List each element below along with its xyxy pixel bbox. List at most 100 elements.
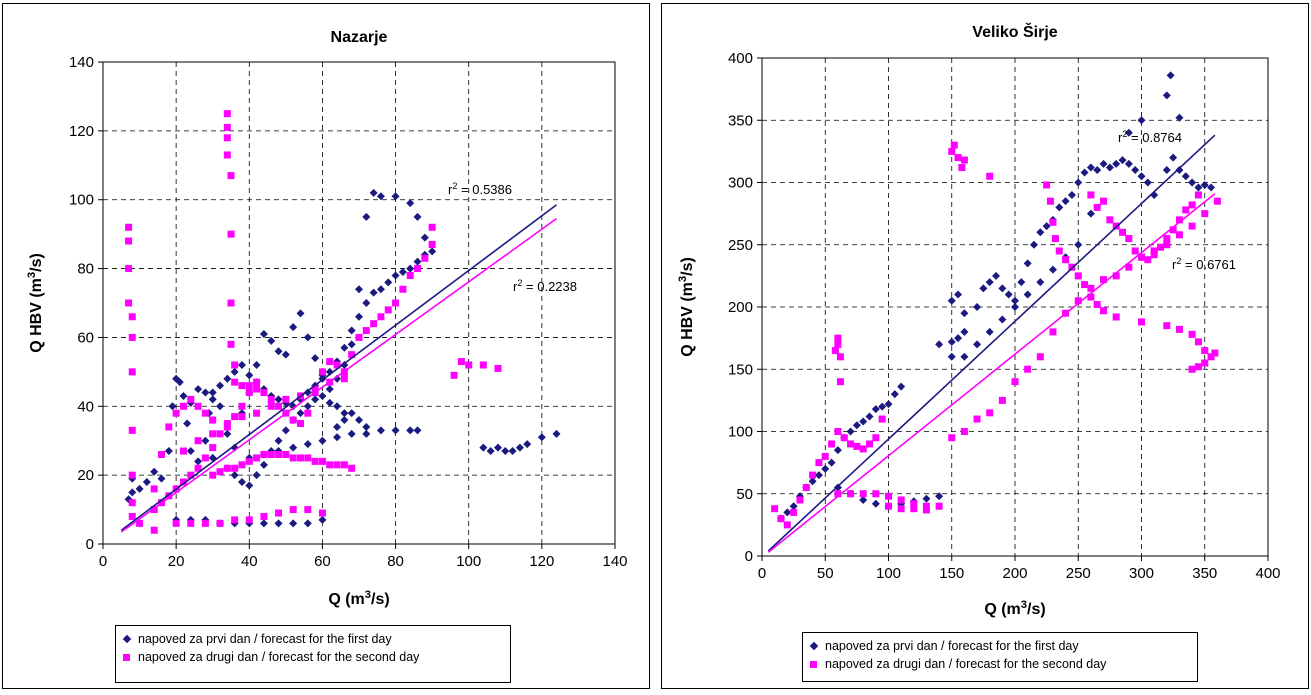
data-point-diamond: [183, 419, 192, 428]
data-point-diamond: [846, 427, 855, 436]
data-point-diamond: [1036, 228, 1045, 237]
x-tick-label: 300: [1129, 565, 1154, 582]
data-point-diamond: [406, 264, 415, 273]
data-point-diamond: [1105, 163, 1114, 172]
data-point-square: [1062, 256, 1070, 264]
data-point-diamond: [267, 336, 276, 345]
data-point-square: [223, 464, 231, 472]
data-point-square: [267, 450, 275, 458]
data-point-diamond: [1207, 183, 1216, 192]
y-axis-label: Q HBV (m3/s): [26, 253, 45, 353]
data-point-square: [231, 361, 239, 369]
data-point-diamond: [960, 327, 969, 336]
data-point-square: [201, 454, 209, 462]
data-point-square: [362, 327, 370, 335]
x-tick-label: 80: [387, 553, 404, 570]
data-point-diamond: [355, 416, 363, 425]
y-tick-label: 350: [728, 112, 753, 129]
x-axis-label-part: Q (: [328, 591, 351, 608]
data-point-square: [834, 334, 842, 342]
x-axis-label: Q (m3/s): [984, 599, 1045, 618]
data-point-diamond: [274, 347, 283, 356]
data-point-diamond: [289, 519, 298, 528]
r-squared-label-part: r: [1118, 130, 1123, 145]
data-point-diamond: [194, 457, 203, 466]
data-point-square: [1046, 197, 1054, 205]
data-point-diamond: [362, 429, 371, 438]
data-point-diamond: [340, 360, 349, 369]
data-point-square: [216, 468, 224, 476]
data-point-diamond: [1042, 222, 1051, 231]
data-point-diamond: [954, 290, 963, 299]
legend-entry-second-day: napoved za drugi dan / forecast for the …: [809, 655, 1191, 673]
data-point-square: [834, 490, 842, 498]
data-point-square: [245, 457, 253, 465]
y-tick-label: 60: [77, 329, 94, 346]
data-point-diamond: [237, 360, 246, 369]
data-point-diamond: [821, 464, 830, 473]
data-point-square: [128, 471, 136, 479]
data-point-diamond: [1086, 209, 1095, 218]
data-point-diamond: [973, 340, 982, 349]
data-point-square: [1068, 263, 1076, 271]
data-point-diamond: [362, 422, 371, 431]
data-point-square: [828, 440, 836, 448]
y-tick-label: 250: [728, 237, 753, 254]
legend-nazarje: napoved za prvi dan / forecast for the f…: [115, 625, 511, 683]
data-point-square: [872, 434, 880, 442]
data-point-square: [392, 299, 400, 307]
data-point-diamond: [1061, 197, 1070, 206]
data-point-diamond: [230, 471, 239, 480]
data-point-diamond: [1124, 159, 1133, 168]
data-point-diamond: [150, 467, 159, 476]
data-point-square: [304, 409, 312, 417]
data-point-diamond: [1055, 203, 1064, 212]
data-point-diamond: [157, 474, 166, 483]
r-squared-label-part: r: [448, 182, 453, 197]
data-point-square: [922, 506, 930, 514]
data-point-square: [289, 506, 297, 514]
data-point-square: [1150, 251, 1158, 259]
data-point-diamond: [406, 426, 415, 435]
data-point-diamond: [274, 519, 283, 528]
y-axis-label-part: /s): [28, 253, 45, 272]
data-point-square: [340, 375, 348, 383]
data-point-diamond: [859, 417, 868, 426]
data-point-diamond: [501, 447, 510, 456]
data-point-square: [1051, 235, 1059, 243]
data-point-square: [479, 361, 487, 369]
x-tick-label: 400: [1255, 565, 1280, 582]
data-point-square: [260, 450, 268, 458]
data-point-square: [859, 490, 867, 498]
data-point-diamond: [325, 385, 334, 394]
y-axis-label-part: Q HBV (: [679, 296, 696, 357]
data-point-square: [245, 389, 253, 397]
y-tick-label: 0: [86, 536, 94, 553]
data-point-diamond: [1017, 278, 1026, 287]
data-point-diamond: [859, 495, 868, 504]
data-point-diamond: [208, 395, 217, 404]
y-tick-label: 300: [728, 175, 753, 192]
y-tick-label: 20: [77, 467, 94, 484]
data-point-square: [1156, 243, 1164, 251]
data-point-square: [253, 454, 261, 462]
data-point-square: [311, 457, 319, 465]
data-point-square: [922, 502, 930, 510]
data-point-square: [318, 457, 326, 465]
y-axis-label: Q HBV (m3/s): [677, 257, 696, 357]
data-point-diamond: [479, 443, 488, 452]
data-point-square: [201, 519, 209, 527]
data-point-square: [1201, 210, 1209, 218]
legend-entry-second-day: napoved za drugi dan / forecast for the …: [122, 648, 504, 666]
y-axis-label-part: 3: [26, 272, 38, 278]
x-axis-label-part: /s): [371, 591, 390, 608]
square-marker-icon: [123, 653, 130, 661]
x-tick-label: 50: [817, 565, 834, 582]
data-point-square: [1175, 216, 1183, 224]
x-axis-label-part: /s): [1027, 601, 1046, 618]
data-point-square: [815, 459, 823, 467]
data-point-square: [1188, 222, 1196, 230]
data-point-square: [231, 464, 239, 472]
data-point-square: [172, 409, 180, 417]
data-point-square: [194, 437, 202, 445]
